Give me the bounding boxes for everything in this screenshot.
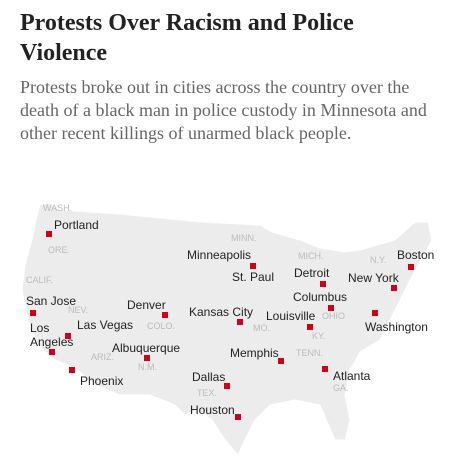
city-label: Kansas City	[189, 305, 254, 319]
city-marker	[328, 305, 334, 311]
city-label: Boston	[397, 248, 435, 262]
state-label: GA.	[333, 383, 349, 393]
city-label: Minneapolis	[187, 248, 252, 262]
state-label: WASH.	[43, 203, 73, 213]
city-marker	[235, 414, 241, 420]
state-label: N.M.	[138, 362, 157, 372]
city-label: Dallas	[192, 370, 226, 384]
city-marker	[65, 333, 71, 339]
city-marker	[49, 349, 55, 355]
city-marker	[278, 358, 284, 364]
state-label: N.Y.	[370, 255, 387, 265]
city-marker	[162, 312, 168, 318]
state-label: ORE.	[48, 245, 71, 255]
city-label: Las Vegas	[77, 318, 134, 332]
city-marker	[224, 383, 230, 389]
city-label: Albuquerque	[112, 341, 181, 355]
city-label: San Jose	[26, 294, 77, 308]
city-marker	[69, 367, 75, 373]
city-label: Denver	[127, 298, 166, 312]
city-label: Washington	[365, 320, 428, 334]
city-marker	[307, 324, 313, 330]
state-label: CALIF.	[26, 275, 54, 285]
city-label: Memphis	[230, 346, 279, 360]
summary: Protests broke out in cities across the …	[20, 77, 427, 143]
city-marker	[250, 263, 256, 269]
state-label: ARIZ.	[91, 352, 115, 362]
city-marker	[322, 366, 328, 372]
city-label: Detroit	[294, 266, 330, 280]
city-marker	[46, 231, 52, 237]
city-marker	[237, 319, 243, 325]
city-label: Columbus	[293, 290, 348, 304]
city-label: Phoenix	[80, 374, 124, 388]
headline: Protests Over Racism and Police Violence	[20, 10, 354, 66]
state-label: MICH.	[298, 251, 324, 261]
state-label: MO.	[253, 323, 270, 333]
state-label: OHIO	[322, 311, 346, 321]
city-label: Atlanta	[333, 369, 371, 383]
state-label: COLO.	[147, 321, 176, 331]
city-label: New York	[348, 271, 399, 285]
city-marker	[372, 310, 378, 316]
city-label: Portland	[54, 218, 99, 232]
city-label: Los Angeles	[30, 321, 74, 349]
city-label: Louisville	[266, 309, 316, 323]
city-label: St. Paul	[232, 270, 275, 284]
city-marker	[144, 355, 150, 361]
city-marker	[408, 264, 414, 270]
us-outline	[21, 202, 433, 456]
state-label: NEV.	[68, 305, 89, 315]
city-marker	[30, 310, 36, 316]
city-label: Houston	[190, 403, 235, 417]
state-label: MINN.	[231, 233, 257, 243]
city-marker	[320, 281, 326, 287]
city-marker	[391, 285, 397, 291]
state-label: KY.	[312, 331, 326, 341]
state-label: TENN.	[296, 348, 323, 358]
state-label: TEX.	[197, 388, 218, 398]
